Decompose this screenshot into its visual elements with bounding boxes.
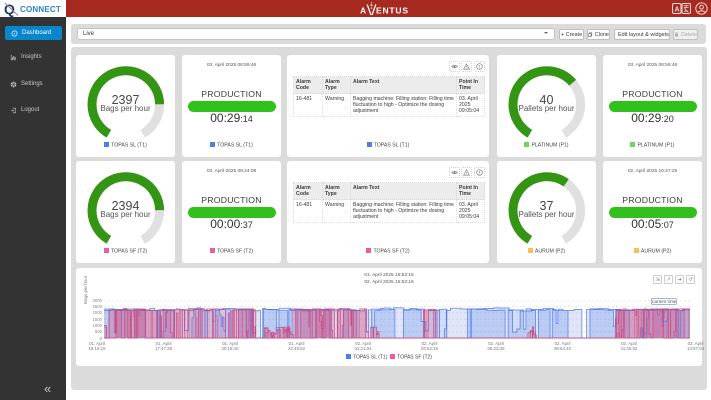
svg-text:A: A	[675, 7, 680, 14]
svg-text:ENTUS: ENTUS	[376, 6, 409, 16]
svg-text:A: A	[360, 6, 367, 16]
